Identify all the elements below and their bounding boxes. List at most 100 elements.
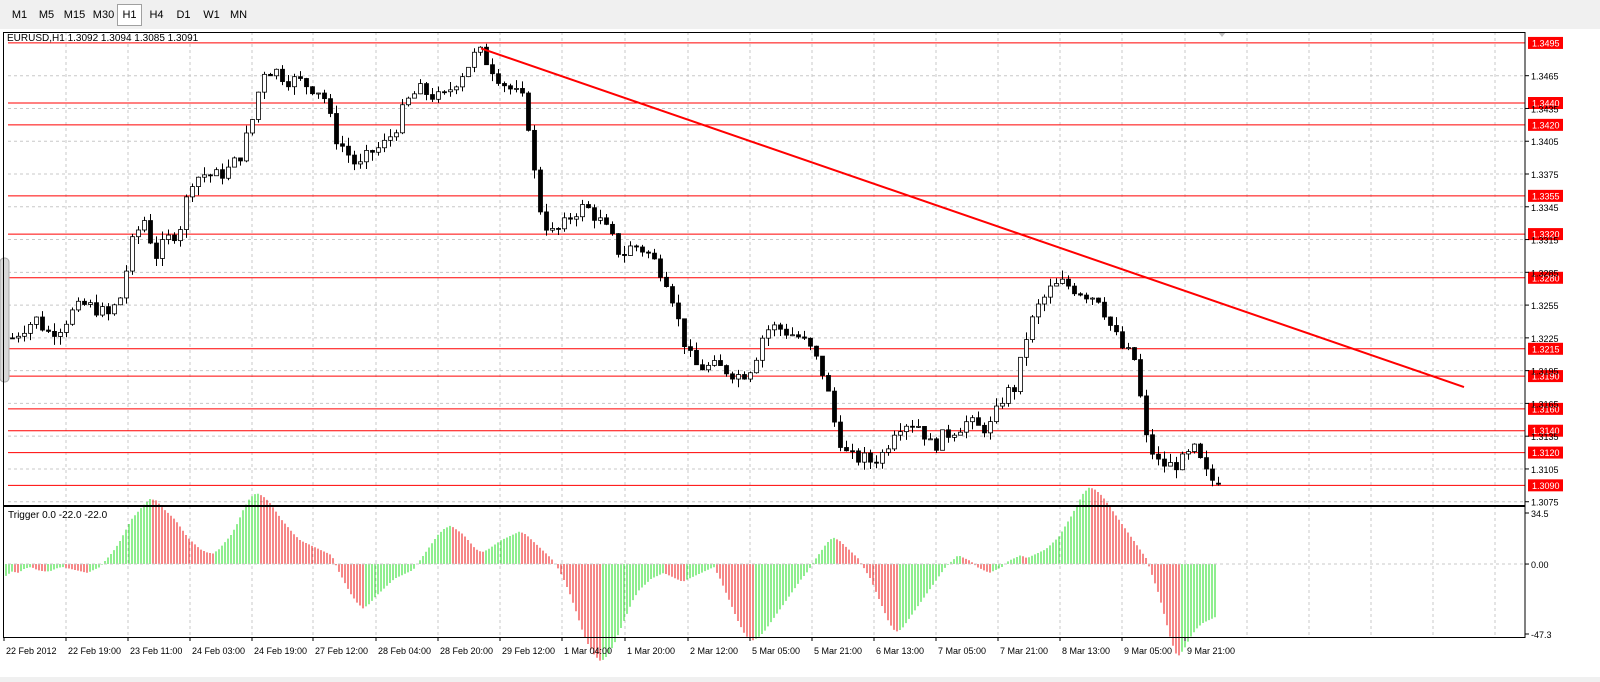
candle-body [76,300,81,311]
splitter-handle[interactable] [0,257,10,383]
timeframe-m30-button[interactable]: M30 [89,4,118,26]
candle-body [220,169,225,179]
candle-body [682,318,687,348]
price-tick-label: 1.3435 [1531,104,1559,114]
candle-body [442,91,447,94]
candle-body [688,346,693,351]
candle-body [292,76,297,88]
candle-body [808,337,813,347]
candle-body [226,166,231,179]
candle-body [670,286,675,304]
candle-body [964,421,969,433]
candle-body [142,220,147,231]
candle-body [604,217,609,225]
candle-body [730,373,735,380]
candle-body [388,136,393,141]
candle-body [1156,453,1161,460]
candle-body [814,345,819,357]
candle-body [952,434,957,438]
candle-body [556,228,561,230]
candle-body [892,434,897,450]
price-tick-label: 1.3165 [1531,399,1559,409]
time-tick-label: 7 Mar 05:00 [938,646,986,656]
chart-canvas[interactable]: 1.34951.34401.34201.33551.33201.32801.32… [0,29,1600,677]
timeframe-m5-button[interactable]: M5 [33,4,60,26]
chart-background [0,29,1600,677]
level-price-text: 1.3355 [1532,191,1560,201]
candle-body [1162,458,1167,467]
level-price-text: 1.3190 [1532,372,1560,382]
price-tick-label: 1.3225 [1531,334,1559,344]
candle-body [178,229,183,242]
candle-body [940,429,945,451]
level-price-label [1528,479,1563,492]
candle-body [1216,482,1221,485]
candle-body [1126,347,1131,349]
time-tick-label: 27 Feb 12:00 [315,646,368,656]
candle-body [28,324,33,334]
candle-body [1114,325,1119,333]
timeframe-m1-button[interactable]: M1 [6,4,33,26]
candle-body [922,426,927,440]
candle-body [496,73,501,84]
candle-body [1192,443,1197,453]
price-axis: 1.3465 1.3435 1.3405 1.3375 1.3345 1.3315 1.32… [1525,72,1559,508]
time-tick-label: 28 Feb 20:00 [440,646,493,656]
candle-body [778,324,783,330]
time-tick-label: 1 Mar 04:00 [564,646,612,656]
candle-body [544,211,549,231]
candle-body [364,150,369,163]
candle-body [1018,356,1023,392]
candle-body [82,300,87,305]
candle-body [868,452,873,463]
timeframe-d1-button[interactable]: D1 [170,4,197,26]
candle-body [1072,285,1077,295]
candle-body [70,309,75,325]
candle-body [832,390,837,423]
time-tick-label: 1 Mar 20:00 [627,646,675,656]
candle-body [532,129,537,171]
candle-body [508,85,513,90]
trendline-group[interactable] [480,47,1465,388]
candle-body [268,73,273,77]
level-price-text: 1.3495 [1532,38,1560,48]
level-price-label [1528,370,1563,383]
candle-body [412,93,417,99]
time-tick-label: 24 Feb 03:00 [192,646,245,656]
candle-body [250,119,255,134]
chart-shift-marker[interactable] [1218,32,1226,37]
candle-body [754,359,759,374]
candle-body [1204,457,1209,470]
candle-body [148,220,153,244]
candle-body [424,83,429,95]
indicator-header: Trigger 0.0 -22.0 -22.0 [8,510,108,521]
candle-body [784,328,789,336]
candle-body [202,174,207,178]
timeframe-w1-button[interactable]: W1 [198,4,225,26]
chart-header: EURUSD,H1 1.3092 1.3094 1.3085 1.3091 [7,33,199,44]
candle-body [46,329,51,332]
price-tick-label: 1.3345 [1531,203,1559,213]
timeframe-mn-button[interactable]: MN [225,4,252,26]
price-tick-label: 1.3105 [1531,465,1559,475]
timeframe-m15-button[interactable]: M15 [60,4,89,26]
candle-body [40,316,45,331]
candle-body [802,336,807,339]
horizontal-levels[interactable]: 1.34951.34401.34201.33551.33201.32801.32… [8,36,1563,492]
candle-body [172,234,177,242]
trendline[interactable] [480,47,1465,388]
candle-body [238,157,243,162]
candle-body [880,452,885,464]
candle-body [430,94,435,100]
candle-body [1060,278,1065,284]
candle-body [448,89,453,93]
candle-body [316,92,321,95]
candle-body [1042,296,1047,305]
candle-body [400,104,405,134]
candle-body [58,332,63,337]
timeframe-h4-button[interactable]: H4 [143,4,170,26]
chart-window[interactable]: 1.3495 1.3440 1.3420 1.3355 1.3320 1.3280 1.32… [0,29,1600,677]
candle-body [826,375,831,392]
level-price-text: 1.3215 [1532,344,1560,354]
timeframe-h1-button[interactable]: H1 [117,4,142,26]
